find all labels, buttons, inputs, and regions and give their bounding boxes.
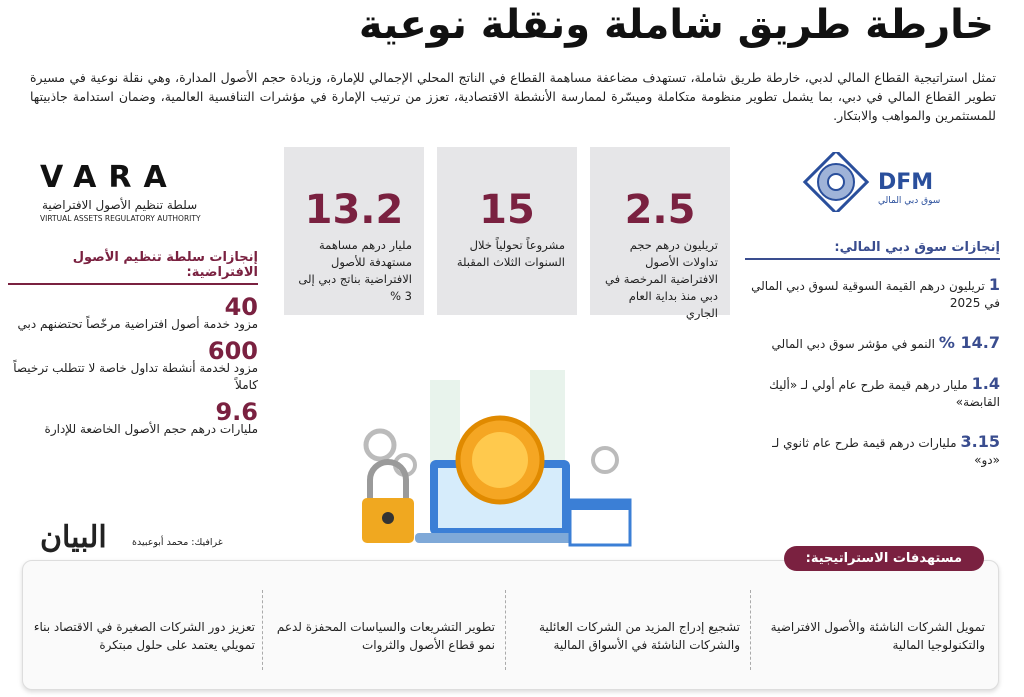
separator [750, 590, 751, 670]
stat-card: 13.2 مليار درهم مساهمة مستهدفة للأصول ال… [284, 147, 424, 315]
dfm-emblem [802, 152, 870, 212]
achievement: 1تريليون درهم القيمة السوقية لسوق دبي ال… [745, 276, 1000, 312]
stat-value: 15 [479, 187, 535, 233]
achievement-text: مليارات درهم حجم الأصول الخاضعة للإدارة [44, 422, 258, 436]
achievement-text: مزود خدمة أصول افتراضية مرخّصاً تحتضنهم … [17, 317, 258, 331]
achievement: 14.7 %النمو في مؤشر سوق دبي المالي [745, 334, 1000, 353]
dfm-name-ar: سوق دبي المالي [878, 196, 941, 206]
dfm-logo: DFM [878, 170, 934, 195]
achievement: 40 مزود خدمة أصول افتراضية مرخّصاً تحتضنه… [8, 293, 258, 333]
achievement-value: 40 [224, 293, 258, 321]
brand: البيان [40, 520, 107, 555]
achievement-text: مليار درهم قيمة طرح عام أولي لـ «أليك ال… [769, 378, 1000, 409]
dfm-section: إنجازات سوق دبي المالي: 1تريليون درهم ال… [745, 240, 1000, 469]
stat-text: مليار درهم مساهمة مستهدفة للأصول الافترا… [298, 238, 412, 303]
separator [505, 590, 506, 670]
stat-card: 15 مشروعاً تحولياً خلال السنوات الثلاث ا… [437, 147, 577, 315]
goal: تمويل الشركات الناشئة والأصول الافتراضية… [770, 620, 985, 652]
separator [262, 590, 263, 670]
achievement: 600 مزود لخدمة أنشطة تداول خاصة لا تتطلب … [8, 337, 258, 394]
stat-text: تريليون درهم حجم تداولات الأصول الافتراض… [605, 238, 718, 320]
strategy-panel [22, 560, 999, 690]
achievement-text: تريليون درهم القيمة السوقية لسوق دبي الم… [751, 279, 1000, 310]
achievement-value: 1.4 [971, 374, 1000, 393]
vara-name-en: VIRTUAL ASSETS REGULATORY AUTHORITY [40, 214, 201, 223]
title: خارطة طريق شاملة ونقلة نوعية [358, 2, 994, 48]
achievement: 9.6 مليارات درهم حجم الأصول الخاضعة للإدا… [8, 398, 258, 438]
achievement-value: 9.6 [215, 398, 258, 426]
goal: تطوير التشريعات والسياسات المحفزة لدعم ن… [276, 620, 495, 652]
achievement: 3.15مليارات درهم قيمة طرح عام ثانوي لـ «… [745, 433, 1000, 469]
section-title: إنجازات سوق دبي المالي: [745, 240, 1000, 260]
intro: تمثل استراتيجية القطاع المالي لدبي، خارط… [30, 70, 996, 123]
vara-name-ar: سلطة تنظيم الأصول الافتراضية [42, 198, 198, 212]
vara-logo: VARA [40, 160, 179, 195]
achievement-text: مزود لخدمة أنشطة تداول خاصة لا تتطلب ترخ… [13, 361, 258, 392]
achievement-value: 600 [207, 337, 258, 365]
illustration [362, 370, 632, 547]
stat-value: 13.2 [304, 187, 404, 233]
stat-card: 2.5 تريليون درهم حجم تداولات الأصول الاف… [590, 147, 730, 320]
achievement-text: مليارات درهم قيمة طرح عام ثانوي لـ «دو» [772, 436, 1000, 467]
achievement-value: 1 [988, 275, 1000, 294]
stat-value: 2.5 [624, 187, 696, 233]
goal: تشجيع إدراج المزيد من الشركات العائلية و… [539, 620, 740, 652]
achievement: 1.4مليار درهم قيمة طرح عام أولي لـ «أليك… [745, 375, 1000, 411]
section-title: إنجازات سلطة تنظيم الأصول الافتراضية: [8, 250, 258, 285]
vara-section: إنجازات سلطة تنظيم الأصول الافتراضية: 40… [8, 250, 258, 438]
credit: غرافيك: محمد أبوعبيدة [132, 537, 223, 548]
achievement-value: 3.15 [960, 432, 1000, 451]
strategy-title: مستهدفات الاستراتيجية: [783, 546, 984, 571]
achievement-value: 14.7 % [938, 333, 1000, 352]
goal: تعزيز دور الشركات الصغيرة في الاقتصاد بن… [33, 620, 255, 652]
achievement-text: النمو في مؤشر سوق دبي المالي [771, 337, 935, 351]
stat-text: مشروعاً تحولياً خلال السنوات الثلاث المق… [456, 238, 565, 269]
